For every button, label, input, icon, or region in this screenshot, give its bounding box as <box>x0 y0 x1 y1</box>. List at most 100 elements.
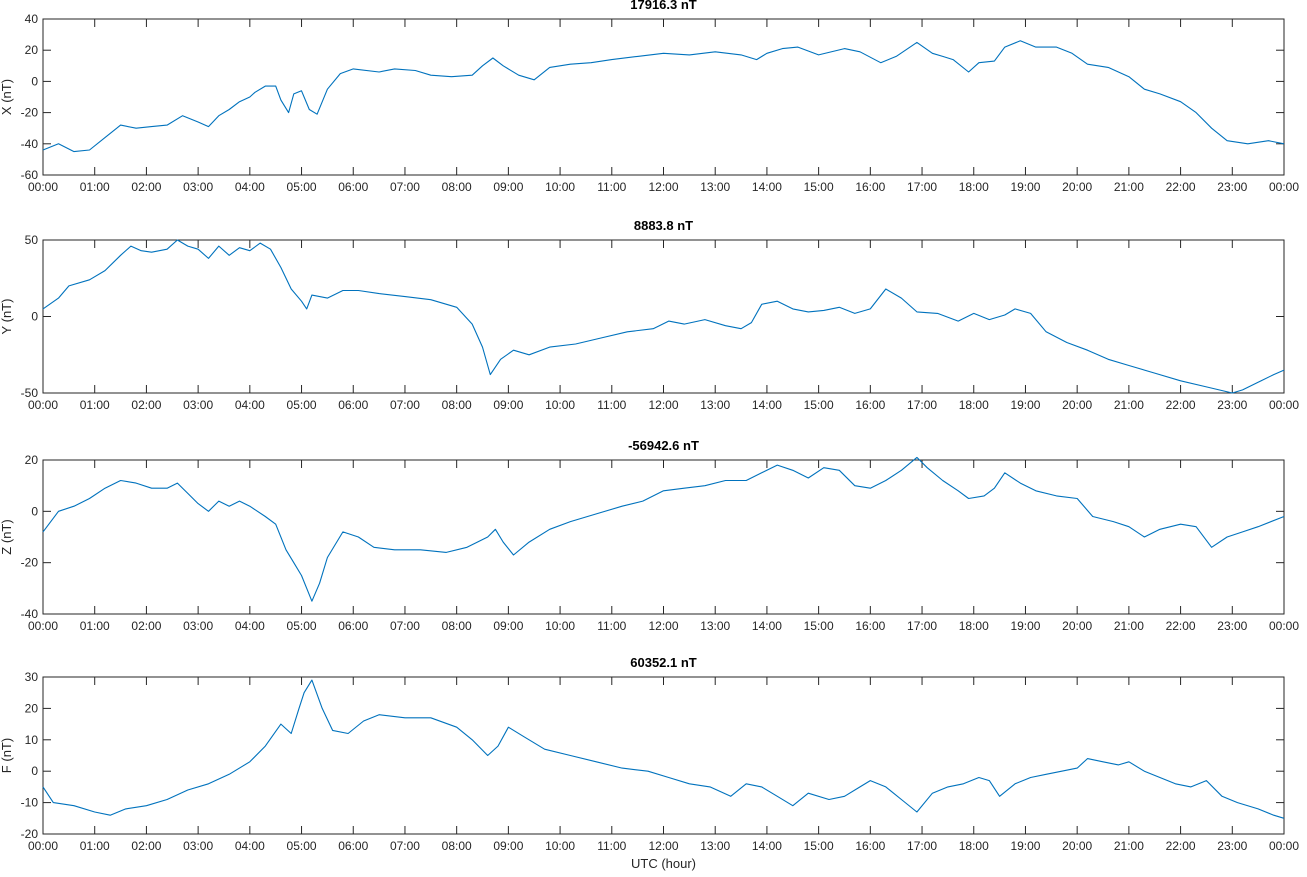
x-tick-label: 21:00 <box>1114 619 1144 633</box>
y-tick-label: -10 <box>21 796 39 810</box>
x-tick-label: 21:00 <box>1114 839 1144 853</box>
y-tick-label: 40 <box>25 12 39 26</box>
x-axis-label: UTC (hour) <box>631 856 696 871</box>
x-tick-label: 11:00 <box>597 398 626 412</box>
x-tick-label: 23:00 <box>1217 619 1247 633</box>
panel-title-y: 8883.8 nT <box>634 218 693 233</box>
x-tick-label: 16:00 <box>855 839 885 853</box>
x-tick-label: 05:00 <box>287 619 317 633</box>
x-tick-label: 15:00 <box>804 398 834 412</box>
x-tick-label: 22:00 <box>1166 839 1196 853</box>
x-tick-label: 22:00 <box>1166 619 1196 633</box>
x-tick-label: 13:00 <box>700 839 730 853</box>
x-tick-label: 20:00 <box>1062 839 1092 853</box>
x-tick-label: 00:00 <box>28 398 58 412</box>
series-line-z <box>42 456 1285 602</box>
x-tick-label: 03:00 <box>183 839 213 853</box>
x-tick-label: 04:00 <box>235 398 265 412</box>
x-tick-label: 09:00 <box>493 619 523 633</box>
x-tick-label: 00:00 <box>1269 180 1299 194</box>
y-tick-label: 0 <box>31 310 38 324</box>
y-tick-label: 30 <box>25 670 39 684</box>
x-tick-label: 20:00 <box>1062 619 1092 633</box>
y-tick-label: -20 <box>21 556 39 570</box>
x-tick-label: 07:00 <box>390 398 420 412</box>
x-tick-label: 18:00 <box>959 398 989 412</box>
x-tick-label: 09:00 <box>493 398 523 412</box>
x-tick-label: 20:00 <box>1062 180 1092 194</box>
x-tick-label: 16:00 <box>855 398 885 412</box>
x-tick-label: 23:00 <box>1217 180 1247 194</box>
panel-x: 00:00 01:00 02:00 03:00 04:00 05:00 06:00 07:00… <box>0 0 1299 194</box>
series-line-y <box>42 239 1285 394</box>
x-tick-label: 21:00 <box>1114 180 1144 194</box>
x-tick-label: 10:00 <box>545 619 575 633</box>
y-axis-label-f: F (nT) <box>0 738 14 773</box>
x-tick-label: 08:00 <box>442 839 472 853</box>
y-tick-label: -40 <box>21 607 39 621</box>
panel-title-z: -56942.6 nT <box>628 438 699 453</box>
x-tick-label: 06:00 <box>338 398 368 412</box>
x-tick-label: 17:00 <box>907 839 937 853</box>
x-tick-label: 17:00 <box>907 180 937 194</box>
x-tick-label: 02:00 <box>131 180 161 194</box>
x-tick-label: 23:00 <box>1217 839 1247 853</box>
x-tick-label: 09:00 <box>493 180 523 194</box>
panel-y: 00:00 01:00 02:00 03:00 04:00 05:00 06:00 07:00… <box>0 218 1299 412</box>
y-tick-label: 50 <box>25 233 39 247</box>
x-tick-label: 03:00 <box>183 180 213 194</box>
x-tick-label: 14:00 <box>752 619 782 633</box>
x-tick-label: 14:00 <box>752 398 782 412</box>
x-tick-label: 19:00 <box>1010 398 1040 412</box>
x-tick-label: 01:00 <box>80 839 110 853</box>
x-tick-label: 10:00 <box>545 180 575 194</box>
y-tick-label: 0 <box>31 74 38 88</box>
series-line-f <box>42 679 1285 819</box>
panel-title-x: 17916.3 nT <box>630 0 697 12</box>
x-tick-label: 00:00 <box>28 839 58 853</box>
x-tick-label: 19:00 <box>1010 839 1040 853</box>
x-tick-label: 00:00 <box>28 619 58 633</box>
x-tick-label: 02:00 <box>131 619 161 633</box>
x-tick-label: 08:00 <box>442 398 472 412</box>
y-tick-label: -40 <box>21 137 39 151</box>
y-tick-label: 20 <box>25 701 39 715</box>
x-tick-label: 00:00 <box>28 180 58 194</box>
x-tick-label: 13:00 <box>700 619 730 633</box>
x-tick-label: 11:00 <box>597 839 626 853</box>
x-tick-label: 22:00 <box>1166 180 1196 194</box>
x-tick-label: 05:00 <box>287 398 317 412</box>
x-tick-label: 17:00 <box>907 398 937 412</box>
x-tick-label: 09:00 <box>493 839 523 853</box>
x-tick-label: 08:00 <box>442 619 472 633</box>
x-tick-label: 14:00 <box>752 839 782 853</box>
x-tick-label: 18:00 <box>959 619 989 633</box>
y-tick-label: 10 <box>25 733 39 747</box>
axes-box-f <box>42 676 1285 835</box>
x-tick-label: 07:00 <box>390 839 420 853</box>
x-tick-label: 00:00 <box>1269 619 1299 633</box>
x-tick-label: 12:00 <box>648 619 678 633</box>
series-line-x <box>42 40 1285 153</box>
x-tick-label: 16:00 <box>855 619 885 633</box>
axes-box-x <box>42 18 1285 176</box>
x-tick-label: 03:00 <box>183 619 213 633</box>
panel-f: 00:00 01:00 02:00 03:00 04:00 05:00 06:00 07:00… <box>0 655 1299 853</box>
x-tick-label: 22:00 <box>1166 398 1196 412</box>
x-tick-label: 02:00 <box>131 839 161 853</box>
x-tick-label: 07:00 <box>390 619 420 633</box>
y-tick-label: -20 <box>21 106 39 120</box>
x-tick-label: 17:00 <box>907 619 937 633</box>
x-tick-label: 11:00 <box>597 180 626 194</box>
x-tick-label: 18:00 <box>959 180 989 194</box>
x-tick-label: 15:00 <box>804 839 834 853</box>
x-tick-label: 16:00 <box>855 180 885 194</box>
x-tick-label: 19:00 <box>1010 180 1040 194</box>
panel-z: 00:00 01:00 02:00 03:00 04:00 05:00 06:00 07:00… <box>0 438 1299 633</box>
x-tick-label: 21:00 <box>1114 398 1144 412</box>
x-tick-label: 06:00 <box>338 839 368 853</box>
x-tick-label: 20:00 <box>1062 398 1092 412</box>
y-tick-label: 20 <box>25 453 39 467</box>
x-tick-label: 18:00 <box>959 839 989 853</box>
